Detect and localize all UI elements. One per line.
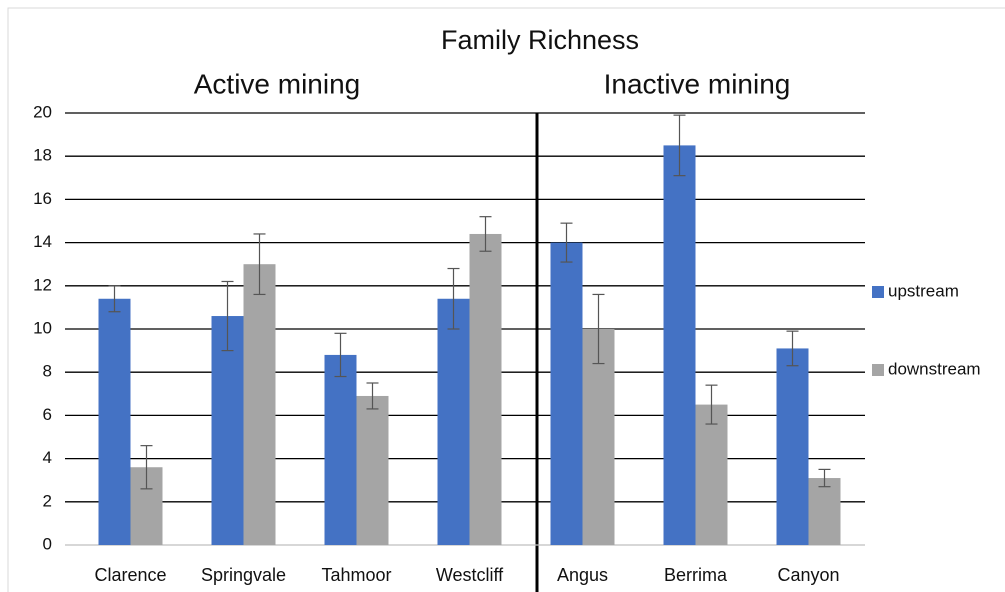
error-bar <box>253 233 266 296</box>
error-bar <box>560 222 573 263</box>
chart-title: Family Richness <box>441 25 639 55</box>
y-tick-label: 0 <box>43 534 52 553</box>
y-tick-label: 16 <box>33 189 52 208</box>
x-tick-label: Springvale <box>201 565 286 585</box>
y-tick-label: 20 <box>33 102 52 121</box>
error-bar <box>818 468 831 488</box>
bar <box>98 298 131 545</box>
x-tick-label: Westcliff <box>436 565 504 585</box>
bar <box>243 264 276 545</box>
bar <box>211 316 244 545</box>
error-bar <box>592 293 605 365</box>
legend-label: upstream <box>888 281 959 300</box>
error-bar <box>140 445 153 490</box>
error-bar <box>447 267 460 330</box>
y-tick-label: 18 <box>33 146 52 165</box>
y-tick-label: 14 <box>33 232 52 251</box>
error-bar <box>221 280 234 352</box>
bar <box>808 478 841 545</box>
y-tick-label: 4 <box>43 448 52 467</box>
x-tick-label: Clarence <box>94 565 166 585</box>
y-tick-label: 6 <box>43 405 52 424</box>
bar <box>356 395 389 545</box>
x-tick-label: Berrima <box>664 565 728 585</box>
annotation: Active mining <box>194 68 361 99</box>
bar <box>550 242 583 545</box>
y-tick-label: 12 <box>33 275 52 294</box>
legend-swatch <box>872 364 884 376</box>
error-bar <box>673 114 686 177</box>
bar <box>663 145 696 545</box>
x-tick-label: Canyon <box>777 565 839 585</box>
error-bar <box>366 382 379 410</box>
bar <box>582 329 615 545</box>
bar <box>776 348 809 545</box>
bar <box>469 233 502 545</box>
bar <box>324 354 357 545</box>
error-bar <box>479 216 492 252</box>
error-bar <box>334 332 347 378</box>
error-bar <box>108 285 121 313</box>
bar <box>437 298 470 545</box>
legend-swatch <box>872 286 884 298</box>
y-tick-label: 10 <box>33 318 52 337</box>
annotation: Inactive mining <box>604 68 791 99</box>
y-tick-label: 8 <box>43 362 52 381</box>
y-tick-label: 2 <box>43 491 52 510</box>
bar <box>695 404 728 545</box>
x-tick-label: Tahmoor <box>321 565 391 585</box>
x-tick-label: Angus <box>557 565 608 585</box>
legend-label: downstream <box>888 359 981 378</box>
error-bar <box>705 384 718 425</box>
error-bar <box>786 330 799 367</box>
